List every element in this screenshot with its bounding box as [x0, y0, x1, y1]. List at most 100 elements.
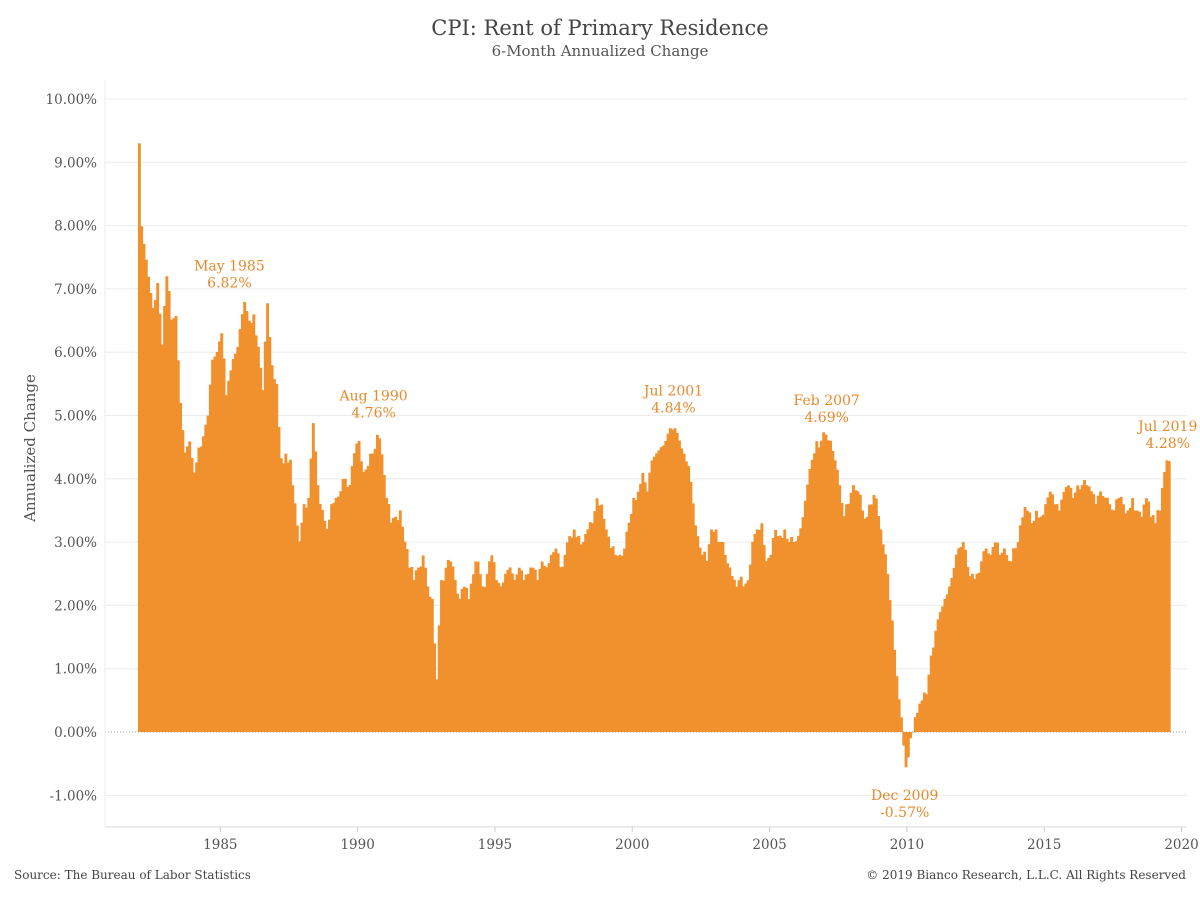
bar — [481, 586, 485, 733]
bar — [190, 458, 194, 733]
bar — [835, 469, 839, 733]
bar — [797, 535, 800, 733]
bar — [1048, 491, 1052, 733]
bar — [833, 460, 837, 733]
bar — [998, 554, 1002, 733]
bar — [556, 553, 560, 733]
bar — [739, 576, 743, 733]
bar — [181, 430, 185, 733]
bar — [600, 504, 604, 733]
bar — [897, 699, 901, 733]
bar — [929, 655, 933, 733]
bar — [767, 557, 771, 733]
bar — [1039, 516, 1043, 733]
bar — [948, 586, 951, 733]
bar — [808, 469, 812, 733]
bar — [1163, 472, 1167, 733]
bar — [932, 647, 935, 733]
bar — [597, 505, 601, 733]
bar — [675, 432, 679, 733]
bar — [286, 462, 290, 733]
bar — [144, 259, 148, 733]
bar — [925, 694, 929, 733]
bar — [183, 452, 187, 733]
bar — [705, 560, 709, 733]
bar — [572, 529, 576, 733]
bar — [842, 516, 846, 733]
bar — [357, 440, 361, 733]
bar — [195, 462, 199, 733]
bar — [346, 486, 350, 733]
bar — [829, 440, 832, 733]
bar — [266, 303, 269, 733]
bar — [412, 580, 416, 733]
bar — [575, 537, 578, 733]
bar — [1117, 498, 1121, 733]
bar — [417, 567, 421, 733]
bar — [1000, 552, 1004, 733]
bar — [577, 535, 581, 733]
bar — [591, 523, 594, 733]
bar — [1158, 510, 1162, 733]
bar — [648, 472, 652, 733]
bar — [508, 567, 512, 733]
bar — [497, 582, 501, 733]
bar — [158, 313, 162, 733]
bar — [245, 311, 249, 733]
bar — [920, 700, 924, 733]
bar — [785, 538, 789, 733]
bar — [1151, 515, 1155, 733]
bar — [1131, 498, 1135, 733]
bar — [1115, 499, 1119, 733]
bar — [433, 643, 437, 733]
bar — [350, 466, 354, 733]
bar — [140, 226, 144, 733]
bar — [778, 535, 782, 733]
bar — [1060, 499, 1064, 733]
bar — [231, 359, 235, 733]
bar — [563, 554, 567, 733]
bar — [378, 438, 382, 733]
bar — [938, 612, 942, 733]
bar — [1135, 510, 1139, 733]
bar — [222, 358, 226, 733]
bar — [840, 502, 844, 733]
bar — [197, 447, 201, 733]
bar — [323, 520, 327, 733]
bar — [810, 459, 814, 733]
bar — [538, 568, 542, 733]
bar — [673, 428, 677, 733]
bar — [252, 314, 256, 733]
bar — [977, 572, 981, 733]
bar — [950, 577, 954, 733]
bar — [728, 567, 732, 733]
chart-title: CPI: Rent of Primary Residence — [431, 16, 769, 40]
bar — [169, 319, 173, 733]
bar — [234, 353, 237, 733]
bar — [1028, 512, 1032, 733]
y-tick-label: 8.00% — [54, 219, 97, 235]
bar — [716, 542, 720, 733]
bar — [678, 440, 681, 733]
annotation-value: 6.82% — [207, 275, 251, 291]
bar — [664, 440, 668, 733]
x-tick-label: 1985 — [203, 837, 237, 853]
bar — [371, 453, 375, 733]
bar — [1014, 548, 1018, 733]
bar — [314, 451, 318, 733]
bar — [401, 526, 405, 733]
bar — [652, 456, 656, 733]
bar — [533, 569, 537, 733]
bar — [712, 531, 716, 733]
bar — [1092, 494, 1096, 733]
bar — [204, 424, 208, 733]
bar — [506, 569, 510, 733]
bar — [1053, 504, 1057, 733]
bar — [650, 460, 654, 733]
bar — [430, 598, 434, 733]
x-axis-ticks: 1985 1990 1995 2000 2005 2010 2015 2020 — [203, 827, 1199, 853]
bar — [405, 548, 409, 733]
bar — [421, 555, 425, 733]
bar — [256, 346, 260, 733]
bar — [540, 561, 544, 733]
